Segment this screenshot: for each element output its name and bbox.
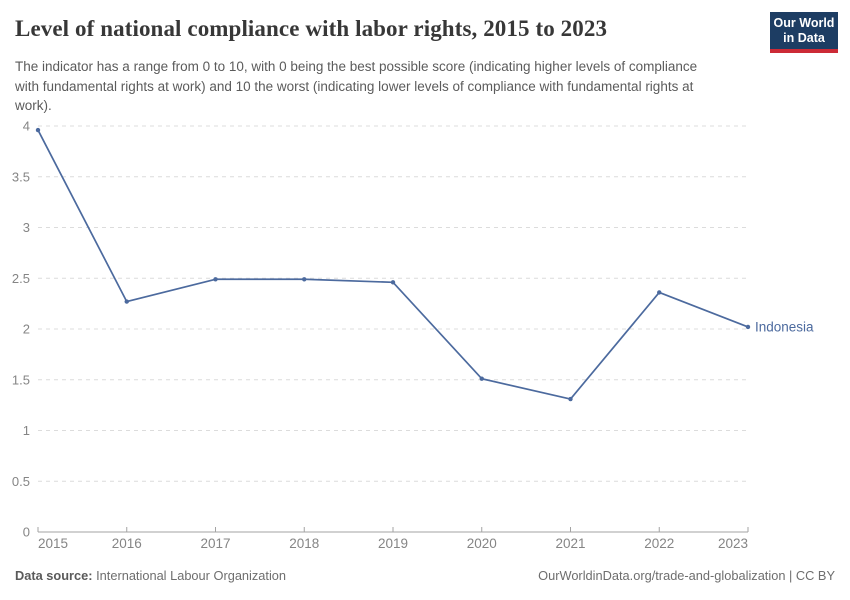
y-axis-tick-label: 1.5: [12, 372, 30, 387]
x-axis-tick-label: 2020: [467, 536, 497, 551]
x-axis-tick-label: 2016: [112, 536, 142, 551]
data-source-value: International Labour Organization: [96, 568, 287, 583]
owid-logo-line2: in Data: [783, 31, 825, 45]
x-axis-tick-label: 2018: [289, 536, 319, 551]
y-axis-tick-label: 0.5: [12, 474, 30, 489]
data-point: [745, 324, 751, 330]
data-point: [302, 277, 307, 282]
x-axis-tick-label: 2021: [555, 536, 585, 551]
data-point: [124, 299, 129, 304]
y-axis-tick-label: 2.5: [12, 271, 30, 286]
y-axis-tick-label: 4: [23, 119, 30, 134]
owid-logo-line1: Our World: [773, 16, 835, 30]
data-source-label: Data source:: [15, 568, 93, 583]
series-entity-label: Indonesia: [755, 319, 814, 334]
data-point: [35, 127, 41, 133]
data-point: [479, 376, 484, 381]
x-axis-tick-label: 2022: [644, 536, 674, 551]
data-point: [657, 290, 662, 295]
data-point: [213, 277, 218, 282]
y-axis-tick-label: 2: [23, 322, 30, 337]
data-point: [568, 396, 573, 402]
x-axis-tick-label: 2017: [200, 536, 230, 551]
x-axis-tick-label: 2015: [38, 536, 68, 551]
y-axis-tick-label: 0: [23, 525, 30, 540]
y-axis-tick-label: 3.5: [12, 169, 30, 184]
y-axis-tick-label: 3: [23, 220, 30, 235]
attribution-note: OurWorldinData.org/trade-and-globalizati…: [538, 568, 835, 583]
x-axis-tick-label: 2023: [718, 536, 748, 551]
data-point: [390, 280, 396, 285]
data-line: [37, 129, 749, 400]
chart-subtitle: The indicator has a range from 0 to 10, …: [15, 59, 698, 113]
chart-title: Level of national compliance with labor …: [15, 16, 608, 41]
y-axis-tick-label: 1: [23, 423, 30, 438]
x-axis-tick-label: 2019: [378, 536, 408, 551]
owid-logo: Our World in Data: [770, 12, 838, 53]
chart-footer: Data source: International Labour Organi…: [15, 568, 835, 583]
data-source: Data source: International Labour Organi…: [15, 568, 286, 583]
